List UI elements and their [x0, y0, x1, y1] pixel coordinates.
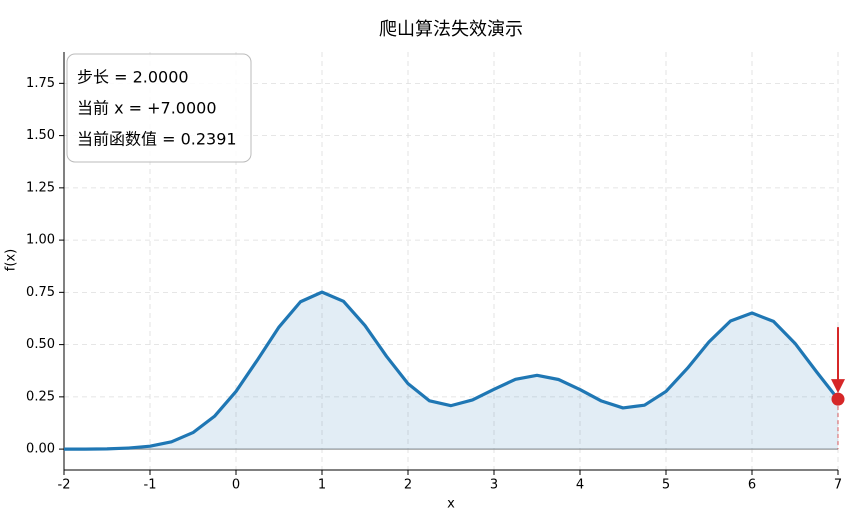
y-tick-label: 0.25	[26, 389, 55, 404]
y-tick-label: 0.50	[26, 337, 55, 352]
x-tick-label: 3	[490, 478, 498, 493]
x-tick-label: 0	[232, 478, 240, 493]
info-text: 当前函数值 = 0.2391	[77, 130, 237, 149]
x-tick-label: 6	[748, 478, 756, 493]
x-tick-label: 7	[834, 478, 842, 493]
x-tick-label: 5	[662, 478, 670, 493]
y-axis-label: f(x)	[4, 249, 19, 271]
y-tick-label: 1.00	[26, 233, 55, 248]
chart-title: 爬山算法失效演示	[379, 19, 523, 40]
y-tick-label: 0.75	[26, 285, 55, 300]
line	[64, 290, 840, 451]
x-tick-label: 1	[318, 478, 326, 493]
current-point	[831, 392, 845, 406]
x-tick-label: -2	[58, 478, 71, 493]
y-tick-label: 0.00	[26, 442, 55, 457]
line-area	[64, 292, 838, 450]
info-box	[66, 53, 252, 163]
y-tick-label: 1.75	[26, 76, 55, 91]
x-axis-label: x	[447, 497, 455, 512]
y-tick-label: 1.50	[26, 128, 55, 143]
info-text: 步长 = 2.0000	[77, 68, 189, 87]
x-tick-label: 2	[404, 478, 412, 493]
x-tick-label: 4	[576, 478, 584, 493]
arrow-head	[831, 379, 845, 394]
info-text: 当前 x = +7.0000	[77, 99, 217, 118]
y-tick-label: 1.25	[26, 180, 55, 195]
x-tick-label: -1	[144, 478, 157, 493]
